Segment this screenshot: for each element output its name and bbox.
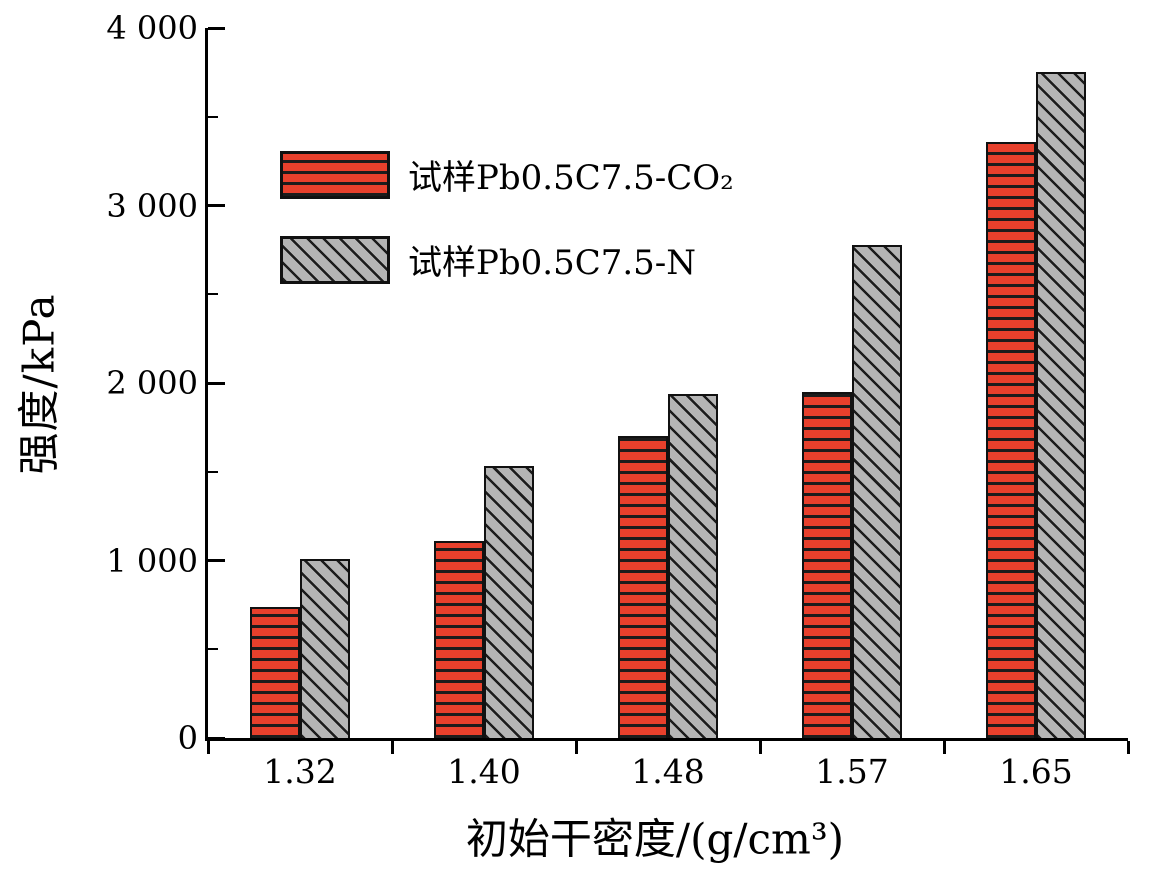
y-tick-label-0: 0: [177, 719, 198, 757]
x-axis-title: 初始干密度/(g/cm³): [465, 814, 845, 864]
x-tick-label-1.57: 1.57: [815, 752, 889, 791]
x-boundary-tick: [942, 741, 946, 754]
y-minor-tick: [208, 293, 218, 296]
x-tick-label-1.40: 1.40: [447, 752, 521, 791]
bar-1.65-series0: [986, 141, 1036, 738]
x-tick-label-1.48: 1.48: [631, 752, 705, 791]
x-boundary-tick: [574, 741, 578, 754]
legend-item-co2: 试样Pb0.5C7.5-CO₂: [280, 150, 734, 199]
y-minor-tick: [208, 648, 218, 651]
x-boundary-tick: [390, 741, 394, 754]
bar-1.57-series1: [852, 244, 902, 738]
y-major-tick: [208, 381, 225, 385]
bar-1.57-series0: [802, 391, 852, 738]
y-major-tick: [208, 26, 225, 30]
bar-1.48-series1: [668, 393, 718, 738]
bar-1.48-series0: [618, 436, 668, 738]
bar-1.32-series1: [300, 558, 350, 738]
y-minor-tick: [208, 115, 218, 118]
bar-1.32-series0: [250, 606, 300, 738]
bar-1.40-series1: [484, 466, 534, 738]
legend-label-n: 试样Pb0.5C7.5-N: [408, 243, 697, 283]
legend: 试样Pb0.5C7.5-CO₂ 试样Pb0.5C7.5-N: [280, 150, 734, 320]
y-tick-label-2000: 2 000: [106, 364, 198, 402]
y-tick-label-1000: 1 000: [106, 541, 198, 580]
y-minor-tick: [208, 470, 218, 473]
x-tick-label-1.32: 1.32: [263, 752, 337, 791]
x-boundary-tick: [758, 741, 762, 754]
bar-1.40-series0: [434, 540, 484, 738]
y-tick-label-4000: 4 000: [106, 9, 198, 47]
legend-label-co2: 试样Pb0.5C7.5-CO₂: [408, 158, 734, 198]
legend-swatch-gray-hatched: [280, 235, 390, 284]
legend-swatch-red-hatched: [280, 150, 390, 199]
x-boundary-tick: [1126, 741, 1130, 754]
x-boundary-tick: [206, 741, 210, 754]
plot-area: 试样Pb0.5C7.5-CO₂ 试样Pb0.5C7.5-N: [205, 28, 1128, 741]
x-tick-label-1.65: 1.65: [999, 752, 1073, 791]
y-major-tick: [208, 736, 225, 740]
y-tick-label-3000: 3 000: [106, 186, 198, 225]
legend-item-n: 试样Pb0.5C7.5-N: [280, 235, 734, 284]
y-major-tick: [208, 559, 225, 562]
y-major-tick: [208, 204, 225, 207]
bar-1.65-series1: [1036, 72, 1086, 738]
